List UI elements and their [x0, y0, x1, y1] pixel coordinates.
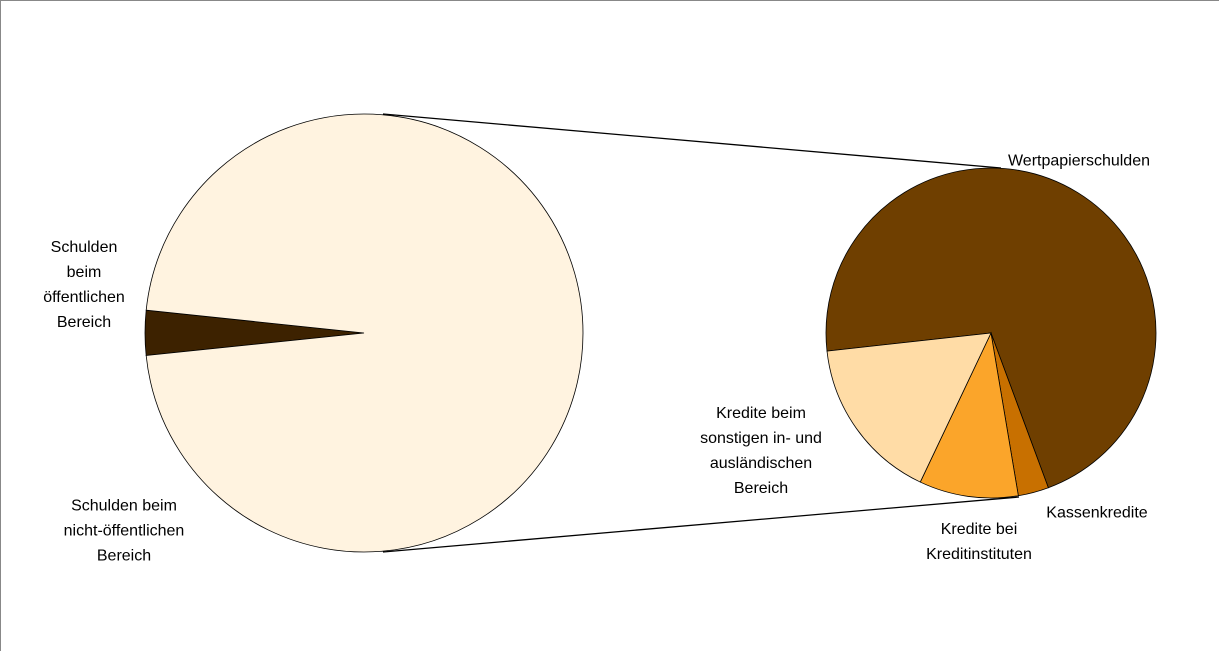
slice-label: Schulden beim nicht-öffentlichen Bereich	[63, 497, 185, 565]
connector-line	[382, 496, 1020, 553]
slice-label: Wertpapierschulden	[1007, 152, 1151, 170]
pie-slice	[825, 167, 1157, 489]
slice-label: Kredite beim sonstigen in- und ausländis…	[700, 405, 822, 497]
connector-line	[382, 113, 1002, 169]
slice-label: Kredite bei Kreditinstituten	[926, 521, 1032, 563]
pie-slice	[919, 331, 1019, 499]
slice-label: Kassenkredite	[1046, 504, 1148, 522]
pie-slice	[826, 332, 992, 483]
pie-slice	[145, 113, 584, 553]
slice-label: Schulden beim öffentlichen Bereich	[43, 239, 125, 331]
